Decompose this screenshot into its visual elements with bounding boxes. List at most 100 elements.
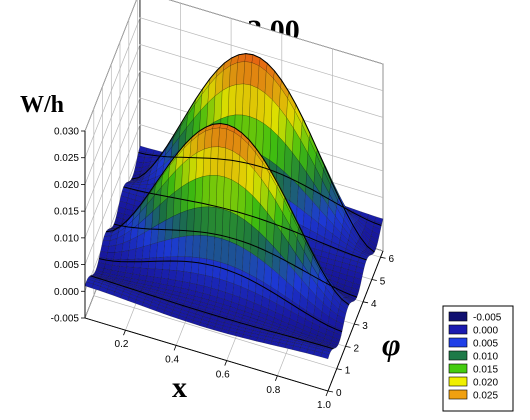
phi-axis-title: φ: [382, 326, 401, 362]
surface-patch: [120, 250, 130, 260]
surface-patch: [256, 87, 266, 124]
surface-patch: [204, 275, 213, 289]
surface-patch: [196, 273, 206, 287]
surface-patch: [212, 260, 221, 280]
surface-patch: [156, 240, 166, 258]
phi-tick-mark: [371, 279, 377, 281]
surface-patch: [211, 276, 220, 291]
legend: -0.005 0.000 0.005 0.010 0.015 0.020 0.025: [442, 305, 514, 412]
legend-label: 0.005: [473, 339, 498, 350]
legend-label: 0.010: [473, 352, 498, 363]
surface-patch: [206, 235, 216, 261]
z-axis-ticks: -0.005 0.000 0.005 0.010 0.015 0.020 0.025 0.03…: [51, 127, 85, 325]
surface-patch: [231, 150, 241, 185]
surface-patch: [237, 183, 247, 221]
surface-curve: [98, 258, 343, 333]
surface-patch: [176, 256, 186, 272]
legend-swatch: [448, 311, 468, 322]
surface-curve: [138, 152, 382, 226]
surface-patch: [175, 270, 185, 282]
surface-patch: [227, 241, 237, 268]
surface-patch: [209, 146, 219, 176]
surface-patch: [240, 270, 250, 291]
surface-patch: [205, 258, 214, 278]
surface-patch: [146, 268, 156, 278]
surface-patch: [236, 61, 245, 85]
surface-patch: [177, 235, 187, 257]
surface-patch: [242, 83, 251, 117]
surface-patch: [187, 178, 196, 211]
surface-patch: [189, 272, 199, 285]
surface-patch: [320, 352, 330, 360]
surface-patch: [182, 271, 192, 284]
surface-patch: [168, 269, 177, 281]
surface-patch: [207, 206, 217, 238]
legend-label: 0.020: [473, 378, 498, 389]
phi-tick-label: 6: [389, 254, 395, 265]
surface-patch: [126, 259, 136, 268]
phi-tick-label: 3: [362, 321, 368, 332]
surface-patch: [199, 235, 208, 260]
surface-patch: [113, 251, 123, 260]
phi-tick-mark: [336, 368, 342, 371]
phi-tick-mark: [354, 323, 360, 326]
z-tick-label: -0.005: [51, 314, 80, 325]
x-tick-mark: [123, 330, 126, 336]
surface-patch: [183, 256, 193, 273]
surface-patch: [169, 256, 179, 271]
surface-patch: [208, 175, 218, 208]
surface-patch: [227, 84, 237, 117]
phi-tick-label: 4: [371, 299, 377, 310]
surface-patch: [162, 256, 171, 271]
surface-patch: [243, 61, 253, 86]
surface-patch: [244, 189, 254, 226]
legend-label: 0.025: [473, 391, 498, 402]
surface-patch: [133, 258, 143, 269]
surface-patch: [223, 176, 232, 213]
surface-patch: [225, 128, 235, 152]
legend-swatch: [448, 324, 468, 335]
surface-patch: [140, 258, 150, 269]
surface-patch: [134, 161, 144, 168]
surface-patch: [218, 127, 227, 149]
surface-patch: [235, 83, 244, 116]
surface-patch: [202, 146, 212, 177]
phi-tick-mark: [327, 390, 334, 393]
surface-patch: [184, 235, 194, 258]
surface-patch: [201, 175, 211, 208]
surface-patch: [249, 84, 259, 120]
surface-patch: [236, 215, 245, 249]
legend-swatch: [448, 337, 468, 348]
surface-patch: [142, 244, 151, 259]
phi-tick-mark: [380, 256, 386, 259]
surface-patch: [136, 156, 146, 163]
surface-patch: [190, 256, 200, 275]
z-axis-title: W/h: [20, 92, 64, 118]
surface-patch: [263, 92, 273, 130]
surface-patch: [243, 219, 252, 253]
surface-patch: [234, 244, 244, 271]
surface-curve: [105, 122, 350, 306]
surface-patch: [119, 259, 129, 268]
surface-patch: [155, 257, 164, 270]
surface-patch: [134, 246, 144, 260]
z-tick-label: 0.005: [54, 260, 79, 271]
surface-patch: [101, 240, 111, 247]
surface-patch: [106, 252, 116, 260]
x-tick-mark: [325, 390, 329, 397]
x-tick-label: 0.2: [115, 339, 129, 350]
z-tick-label: 0.000: [54, 287, 79, 298]
surface-curve: [113, 223, 358, 298]
surface-patch: [215, 175, 225, 210]
x-axis-title: x: [172, 371, 187, 404]
surface-patch: [112, 259, 122, 267]
legend-label: 0.000: [473, 326, 498, 337]
surface-patch: [149, 242, 158, 259]
phi-tick-mark: [345, 346, 351, 348]
surface-patch: [139, 267, 149, 277]
axis-edge: [327, 250, 384, 392]
surface-patch: [107, 245, 117, 253]
phi-tick-label: 0: [336, 388, 342, 399]
